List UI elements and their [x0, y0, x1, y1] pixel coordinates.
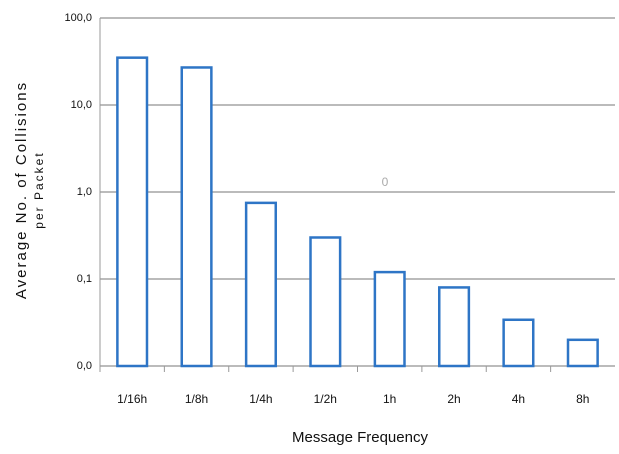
y-axis-title: per Packet — [32, 151, 46, 228]
y-tick-label: 0,0 — [77, 360, 92, 372]
y-axis-title: Average No. of Collisions — [13, 81, 30, 299]
y-tick-label: 10,0 — [71, 99, 92, 111]
bar — [502, 318, 535, 368]
x-tick-label: 1/8h — [185, 392, 208, 406]
bar — [116, 56, 149, 368]
y-tick-label: 100,0 — [64, 12, 92, 24]
y-tick-label: 1,0 — [77, 186, 92, 198]
x-tick-label: 1/16h — [117, 392, 147, 406]
x-tick-label: 8h — [576, 392, 589, 406]
bar — [373, 270, 406, 368]
bar — [180, 66, 213, 368]
bar — [438, 286, 471, 368]
x-tick-label: 2h — [447, 392, 460, 406]
bar — [244, 201, 277, 368]
annotation: 0 — [382, 175, 389, 189]
x-tick-label: 4h — [512, 392, 525, 406]
x-tick-label: 1/2h — [314, 392, 337, 406]
bar — [566, 338, 599, 368]
x-axis-title: Message Frequency — [292, 429, 428, 446]
y-tick-label: 0,1 — [77, 273, 92, 285]
bar — [309, 236, 342, 368]
x-tick-label: 1h — [383, 392, 396, 406]
x-tick-label: 1/4h — [249, 392, 272, 406]
